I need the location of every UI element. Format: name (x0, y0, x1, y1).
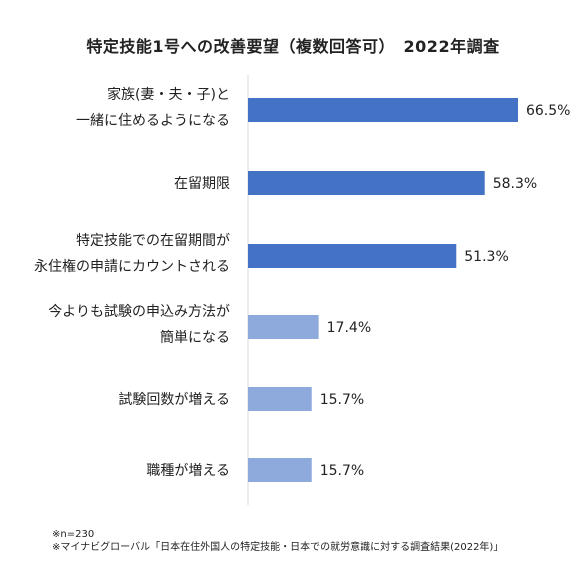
bar-3 (248, 315, 319, 339)
value-label-0: 66.5% (526, 103, 570, 119)
footnotes: ※n=230 ※マイナビグローバル「日本在住外国人の特定技能・日本での就労意識に… (52, 528, 503, 554)
category-label-1-0: 在留期限 (174, 176, 230, 192)
footnote-sample-size: ※n=230 (52, 528, 503, 541)
category-label-3-1: 簡単になる (160, 330, 230, 346)
value-label-5: 15.7% (320, 463, 364, 479)
value-label-2: 51.3% (464, 249, 508, 265)
category-label-2-0: 特定技能での在留期間が (76, 233, 230, 249)
footnote-source: ※マイナビグローバル「日本在住外国人の特定技能・日本での就労意識に対する調査結果… (52, 541, 503, 554)
bar-4 (248, 387, 312, 411)
category-label-0-0: 家族(妻・夫・子)と (107, 86, 230, 103)
value-label-4: 15.7% (320, 392, 364, 408)
value-label-1: 58.3% (493, 176, 537, 192)
category-label-5-0: 職種が増える (146, 463, 230, 479)
bar-1 (248, 171, 485, 195)
category-label-0-1: 一緒に住めるようになる (76, 113, 230, 129)
category-label-2-1: 永住権の申請にカウントされる (34, 258, 230, 275)
bar-2 (248, 244, 456, 268)
category-label-3-0: 今よりも試験の申込み方法が (48, 304, 230, 320)
category-label-4-0: 試験回数が増える (118, 392, 230, 408)
value-label-3: 17.4% (327, 320, 371, 336)
bar-0 (248, 98, 518, 122)
bar-5 (248, 458, 312, 482)
